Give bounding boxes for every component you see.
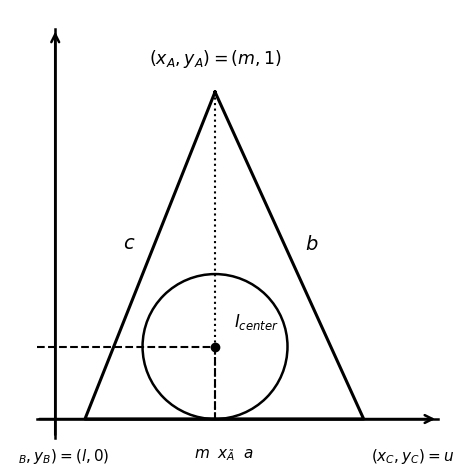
Text: $x_{\tilde{A}}$: $x_{\tilde{A}}$	[217, 447, 235, 463]
Text: $m$: $m$	[194, 447, 210, 461]
Text: $I_{center}$: $I_{center}$	[234, 312, 279, 332]
Text: $c$: $c$	[123, 236, 136, 253]
Text: $(x_A, y_A) = (m, 1)$: $(x_A, y_A) = (m, 1)$	[148, 48, 282, 70]
Text: $_B, y_B) = (l, 0)$: $_B, y_B) = (l, 0)$	[18, 447, 109, 466]
Text: $b$: $b$	[305, 235, 319, 254]
Text: $(x_C, y_C) = u$: $(x_C, y_C) = u$	[371, 447, 455, 466]
Text: $a$: $a$	[243, 447, 253, 461]
